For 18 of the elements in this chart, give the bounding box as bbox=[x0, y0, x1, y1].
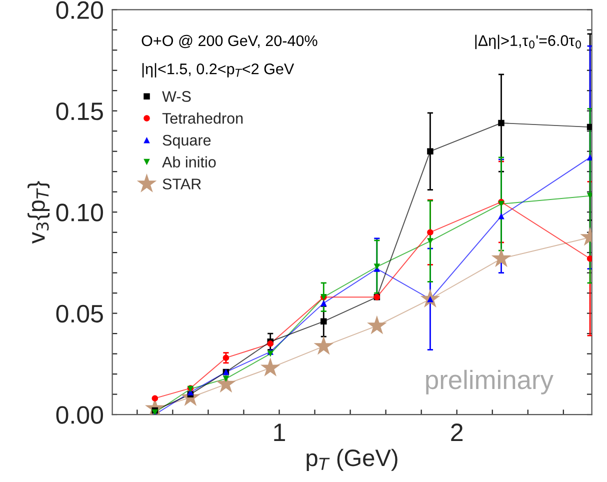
y-tick-label: 0.10 bbox=[56, 204, 103, 222]
x-tick-label: 1 bbox=[274, 424, 285, 441]
annotation: |η|<1.5, 0.2<p$_{T}$<2 GeV bbox=[142, 63, 294, 78]
x-axis-title: p$_{T}$ (GeV) bbox=[306, 448, 398, 471]
y-tick-label: 0.15 bbox=[56, 102, 103, 120]
annotation: O+O @ 200 GeV, 20-40% bbox=[142, 34, 318, 48]
legend-label: STAR bbox=[162, 178, 201, 190]
y-axis-title: v$_{3}${p$_{T}$} bbox=[28, 181, 50, 244]
y-tick-label: 0.20 bbox=[56, 1, 103, 19]
legend-label: Ab initio bbox=[162, 156, 216, 168]
y-tick-label: 0.00 bbox=[56, 406, 103, 424]
y-tick-label: 0.05 bbox=[56, 304, 103, 323]
legend-label: Square bbox=[162, 134, 211, 149]
annotation: preliminary bbox=[426, 370, 554, 394]
legend-label: W-S bbox=[162, 91, 191, 102]
annotation: |Δη|>1,τ$_{0}$'=6.0τ$_{0}$ bbox=[475, 34, 581, 50]
legend-label: Tetrahedron bbox=[162, 112, 243, 124]
x-tick-label: 2 bbox=[451, 424, 463, 441]
